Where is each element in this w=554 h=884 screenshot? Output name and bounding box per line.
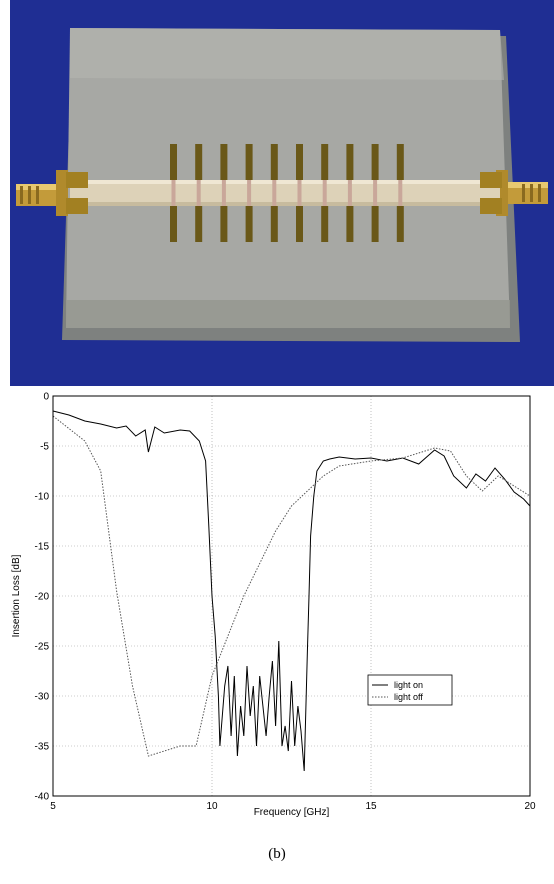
- y-tick-label: -40: [35, 792, 50, 803]
- stub-bottom-7: [321, 206, 329, 242]
- stub-bottom-1: [170, 206, 177, 242]
- stub-top-4: [245, 144, 253, 180]
- y-tick-label: -30: [35, 692, 50, 703]
- y-tick-label: -20: [35, 592, 50, 603]
- figure-caption: (b): [268, 846, 286, 862]
- filter-board-photo: [10, 0, 554, 386]
- stub-crossing-2: [196, 180, 201, 206]
- gold-pads: [66, 172, 502, 214]
- stub-crossing-8: [347, 180, 352, 206]
- series-line-light-on: [52, 410, 531, 772]
- legend: light on light off: [367, 674, 453, 706]
- stub-top-7: [321, 144, 329, 180]
- insertion-loss-chart: 5 10 15 20 0 -5 -10 -15 -20 -25 -30 -35 -40 Frequenc…: [11, 392, 536, 819]
- stub-top-10: [396, 144, 404, 180]
- stub-crossing-7: [322, 180, 327, 206]
- y-tick-label: -5: [40, 442, 49, 453]
- stub-bottom-2: [195, 206, 203, 242]
- series-line-light-off: [52, 415, 531, 757]
- legend-box: [367, 674, 453, 706]
- stub-crossing-4: [247, 180, 252, 206]
- y-tick-label: -25: [35, 642, 50, 653]
- stub-bottom-8: [346, 206, 354, 242]
- stub-top-1: [170, 144, 177, 180]
- x-axis-label: Frequency [GHz]: [254, 807, 330, 818]
- stub-top-5: [270, 144, 278, 180]
- chart-ticks: 5 10 15 20 0 -5 -10 -15 -20 -25 -30 -35 -40: [35, 392, 536, 813]
- x-tick-label: 5: [50, 801, 56, 812]
- chart-grid: [53, 396, 530, 796]
- stub-bottom-6: [296, 206, 303, 242]
- stub-crossing-3: [221, 180, 226, 206]
- stub-top-8: [346, 144, 354, 180]
- stub-crossing-9: [373, 180, 378, 206]
- legend-label-light-off: light off: [394, 692, 423, 702]
- stub-top-2: [195, 144, 203, 180]
- plot-area: [53, 396, 530, 796]
- stub-crossing-10: [398, 180, 403, 206]
- stub-bottom-5: [270, 206, 278, 242]
- stub-top-6: [296, 144, 303, 180]
- y-tick-label: -10: [35, 492, 50, 503]
- stub-array: [170, 144, 404, 242]
- y-tick-label: 0: [43, 392, 49, 403]
- y-tick-label: -35: [35, 742, 50, 753]
- y-axis-label: Insertion Loss [dB]: [11, 554, 22, 637]
- stub-crossing-6: [297, 180, 302, 206]
- stub-bottom-10: [396, 206, 404, 242]
- legend-label-light-on: light on: [394, 680, 423, 690]
- stub-crossing-5: [272, 180, 277, 206]
- left-sma-connector: [16, 170, 68, 216]
- x-tick-label: 15: [365, 801, 377, 812]
- stub-bottom-3: [220, 206, 228, 242]
- x-tick-label: 20: [524, 801, 536, 812]
- y-tick-label: -15: [35, 542, 50, 553]
- stub-crossing-1: [171, 180, 176, 206]
- stub-top-9: [371, 144, 379, 180]
- plot-frame: [52, 395, 531, 797]
- microstrip-line: [70, 180, 500, 206]
- stub-bottom-9: [371, 206, 379, 242]
- right-sma-connector: [496, 170, 548, 216]
- x-tick-label: 10: [206, 801, 218, 812]
- stub-top-3: [220, 144, 228, 180]
- stub-bottom-4: [245, 206, 253, 242]
- chart-series: [52, 410, 531, 772]
